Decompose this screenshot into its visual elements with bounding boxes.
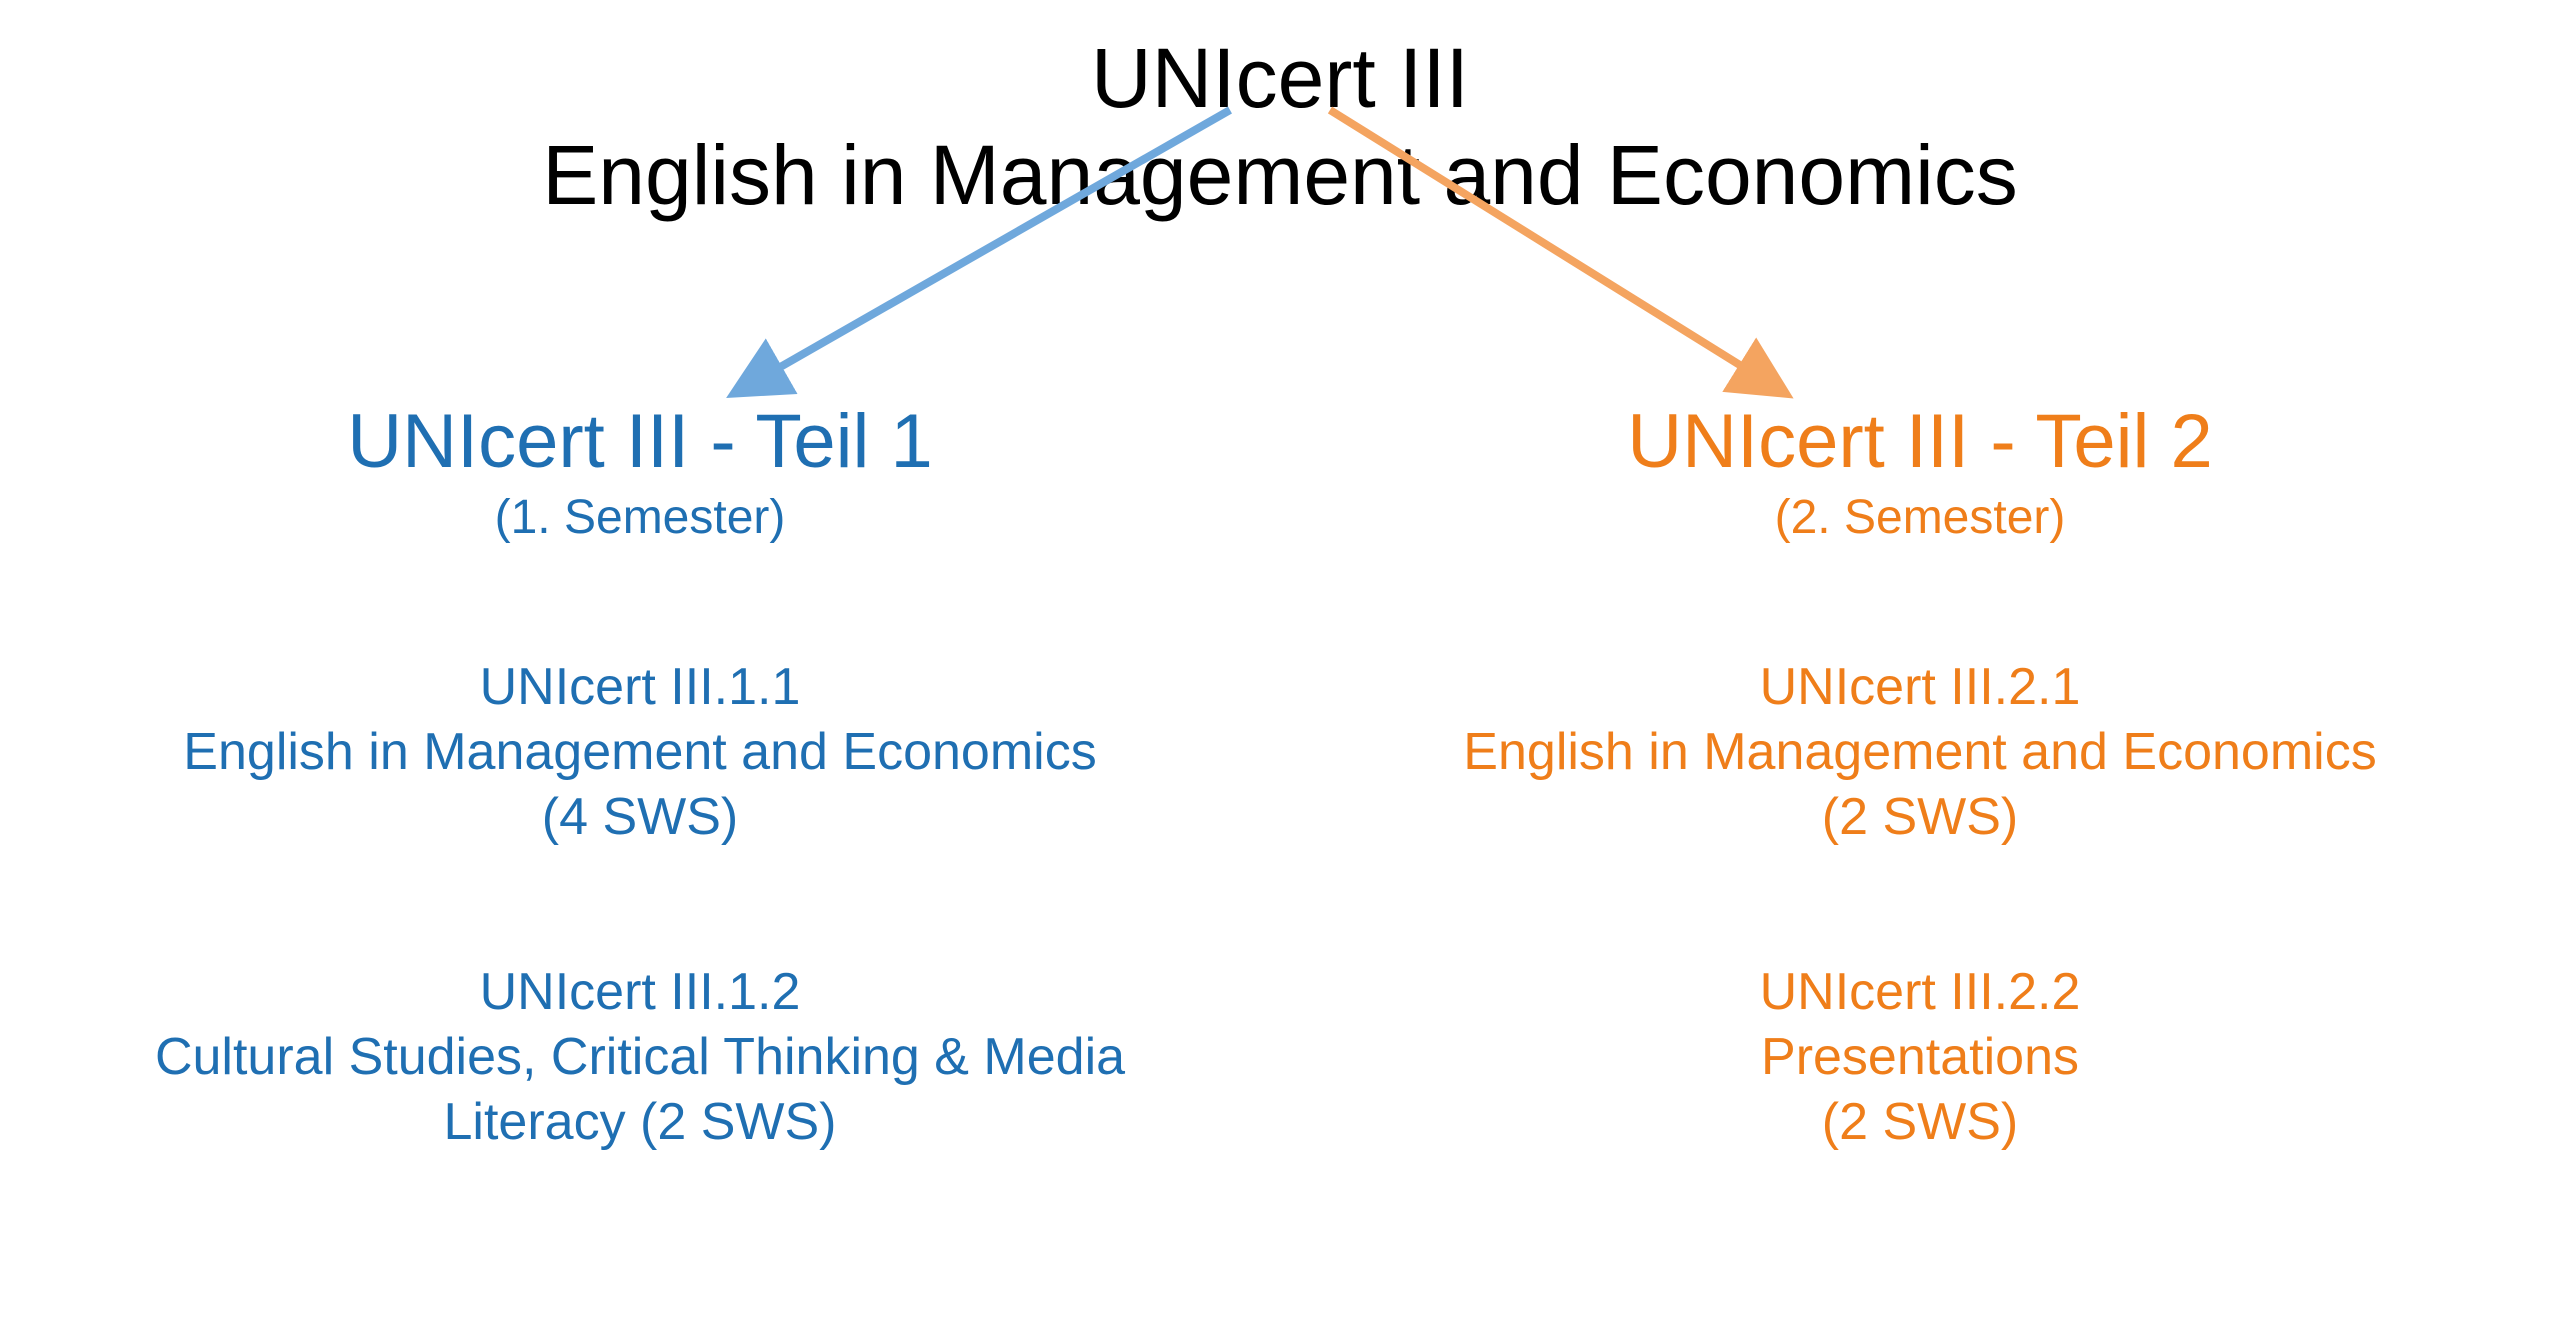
root-title-line2: English in Management and Economics [542, 127, 2018, 224]
left-course-2-code: UNIcert III.1.2 [40, 960, 1240, 1025]
left-course-1-code: UNIcert III.1.1 [40, 655, 1240, 720]
left-course-2: UNIcert III.1.2 Cultural Studies, Critic… [40, 960, 1240, 1155]
right-course-2: UNIcert III.2.2 Presentations (2 SWS) [1320, 960, 2520, 1155]
root-title-line1: UNIcert III [542, 30, 2018, 127]
root-title: UNIcert III English in Management and Ec… [542, 30, 2018, 223]
right-branch-title: UNIcert III - Teil 2 [1320, 400, 2520, 484]
left-course-1-desc: English in Management and Economics [40, 720, 1240, 785]
right-branch-subtitle: (2. Semester) [1320, 490, 2520, 545]
left-branch: UNIcert III - Teil 1 (1. Semester) UNIce… [40, 400, 1240, 1155]
right-course-2-desc: Presentations [1320, 1025, 2520, 1090]
right-branch: UNIcert III - Teil 2 (2. Semester) UNIce… [1320, 400, 2520, 1155]
left-course-1: UNIcert III.1.1 English in Management an… [40, 655, 1240, 850]
right-course-2-code: UNIcert III.2.2 [1320, 960, 2520, 1025]
left-course-2-desc: Cultural Studies, Critical Thinking & Me… [40, 1025, 1240, 1090]
left-branch-title: UNIcert III - Teil 1 [40, 400, 1240, 484]
left-branch-subtitle: (1. Semester) [40, 490, 1240, 545]
right-course-1: UNIcert III.2.1 English in Management an… [1320, 655, 2520, 850]
right-course-1-code: UNIcert III.2.1 [1320, 655, 2520, 720]
right-course-2-sws: (2 SWS) [1320, 1090, 2520, 1155]
right-course-1-desc: English in Management and Economics [1320, 720, 2520, 785]
right-course-1-sws: (2 SWS) [1320, 785, 2520, 850]
left-course-2-sws: Literacy (2 SWS) [40, 1090, 1240, 1155]
left-course-1-sws: (4 SWS) [40, 785, 1240, 850]
